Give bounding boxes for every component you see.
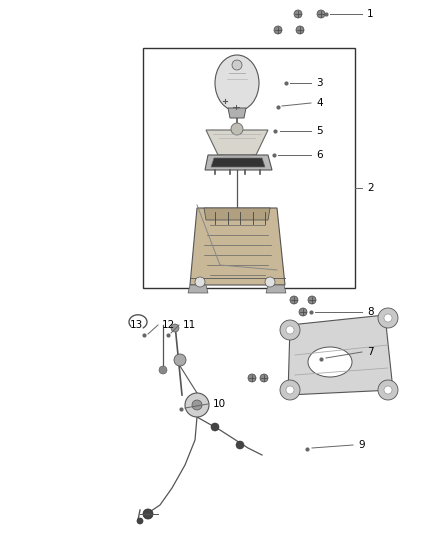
Polygon shape [266, 285, 286, 293]
Text: 12: 12 [162, 320, 175, 330]
Circle shape [159, 366, 167, 374]
Circle shape [260, 374, 268, 382]
Circle shape [265, 277, 275, 287]
Circle shape [384, 386, 392, 394]
Ellipse shape [215, 55, 259, 111]
Polygon shape [288, 315, 393, 395]
Text: 5: 5 [316, 126, 323, 136]
Text: 7: 7 [367, 347, 374, 357]
Circle shape [232, 60, 242, 70]
Polygon shape [205, 155, 272, 170]
Text: 1: 1 [367, 9, 374, 19]
Circle shape [384, 314, 392, 322]
Circle shape [299, 308, 307, 316]
Circle shape [290, 296, 298, 304]
Polygon shape [204, 208, 270, 220]
Circle shape [137, 518, 143, 524]
Circle shape [195, 277, 205, 287]
Polygon shape [206, 130, 268, 155]
Text: 11: 11 [183, 320, 196, 330]
Circle shape [211, 423, 219, 431]
Circle shape [378, 308, 398, 328]
Circle shape [294, 10, 302, 18]
Text: 10: 10 [213, 399, 226, 409]
Circle shape [286, 326, 294, 334]
Circle shape [296, 26, 304, 34]
Text: 4: 4 [316, 98, 323, 108]
Text: 9: 9 [358, 440, 364, 450]
Circle shape [231, 123, 243, 135]
Polygon shape [190, 208, 285, 285]
Circle shape [274, 26, 282, 34]
Text: 6: 6 [316, 150, 323, 160]
Bar [143, 48, 355, 288]
Text: 8: 8 [367, 307, 374, 317]
Circle shape [192, 400, 202, 410]
Circle shape [280, 320, 300, 340]
Circle shape [185, 393, 209, 417]
Text: 2: 2 [367, 183, 374, 193]
Circle shape [308, 296, 316, 304]
Circle shape [248, 374, 256, 382]
Circle shape [143, 509, 153, 519]
Circle shape [171, 324, 179, 332]
Text: 3: 3 [316, 78, 323, 88]
Circle shape [317, 10, 325, 18]
Polygon shape [211, 158, 265, 167]
Circle shape [236, 441, 244, 449]
Circle shape [174, 354, 186, 366]
Ellipse shape [308, 347, 352, 377]
Circle shape [378, 380, 398, 400]
Text: 13: 13 [130, 320, 143, 330]
Circle shape [280, 380, 300, 400]
Polygon shape [188, 285, 208, 293]
Polygon shape [228, 108, 246, 118]
Circle shape [286, 386, 294, 394]
